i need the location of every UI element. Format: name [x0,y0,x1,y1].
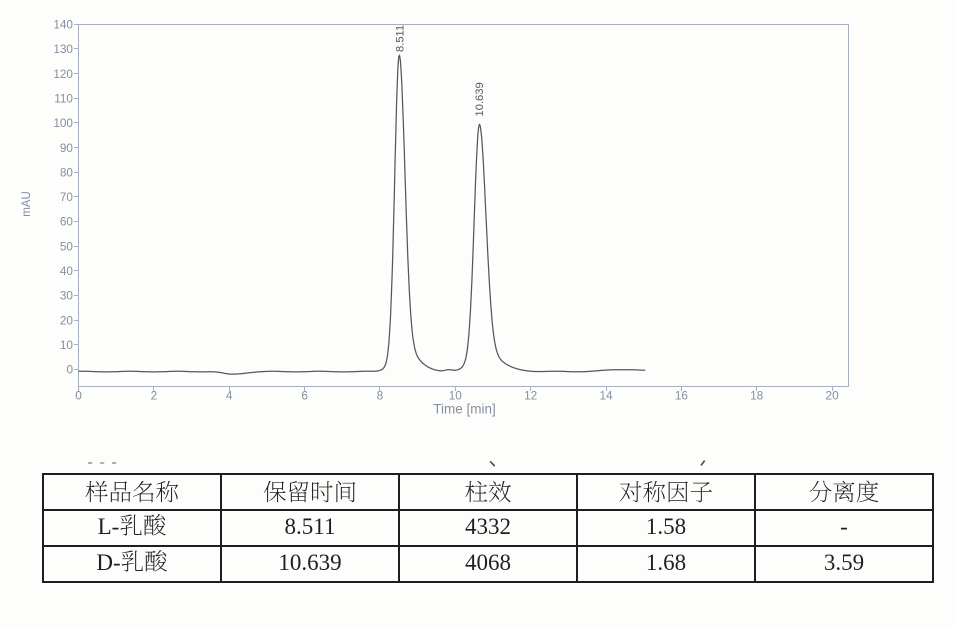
svg-text:8.511: 8.511 [395,25,407,52]
svg-text:mAU: mAU [21,191,33,217]
svg-text:10.639: 10.639 [278,550,341,575]
svg-text:10.639: 10.639 [474,82,486,116]
svg-text:40: 40 [60,264,74,278]
svg-text:18: 18 [750,388,764,402]
svg-text:20: 20 [60,313,74,327]
svg-text:Time [min]: Time [min] [433,402,496,417]
svg-text:14: 14 [599,388,613,402]
svg-text:8.511: 8.511 [285,514,336,539]
svg-text:10: 10 [449,388,463,402]
svg-text:1.68: 1.68 [646,550,686,575]
svg-text:80: 80 [60,165,74,179]
svg-text:1.58: 1.58 [646,514,686,539]
svg-text:3.59: 3.59 [824,550,864,575]
svg-text:100: 100 [53,116,73,130]
svg-text:4332: 4332 [465,514,511,539]
svg-text:0: 0 [66,363,73,377]
svg-text:12: 12 [524,388,537,402]
svg-text:4: 4 [226,388,233,402]
svg-text:4068: 4068 [465,550,511,575]
svg-text:D-: D- [96,550,120,575]
svg-text:140: 140 [53,18,73,32]
svg-text:120: 120 [53,67,73,81]
svg-text:0: 0 [75,388,82,402]
svg-text:50: 50 [60,239,74,253]
svg-text:30: 30 [60,289,74,303]
svg-text:8: 8 [377,388,384,402]
svg-text:60: 60 [60,215,74,229]
svg-text:20: 20 [826,388,840,402]
svg-text:70: 70 [60,190,74,204]
svg-text:L-: L- [98,514,120,539]
svg-text:-: - [840,514,848,539]
svg-text:110: 110 [54,91,73,105]
svg-text:130: 130 [53,42,73,56]
svg-text:10: 10 [60,338,74,352]
svg-text:16: 16 [675,388,689,402]
svg-text:90: 90 [60,141,74,155]
svg-text:2: 2 [151,388,158,402]
svg-text:6: 6 [301,388,308,402]
